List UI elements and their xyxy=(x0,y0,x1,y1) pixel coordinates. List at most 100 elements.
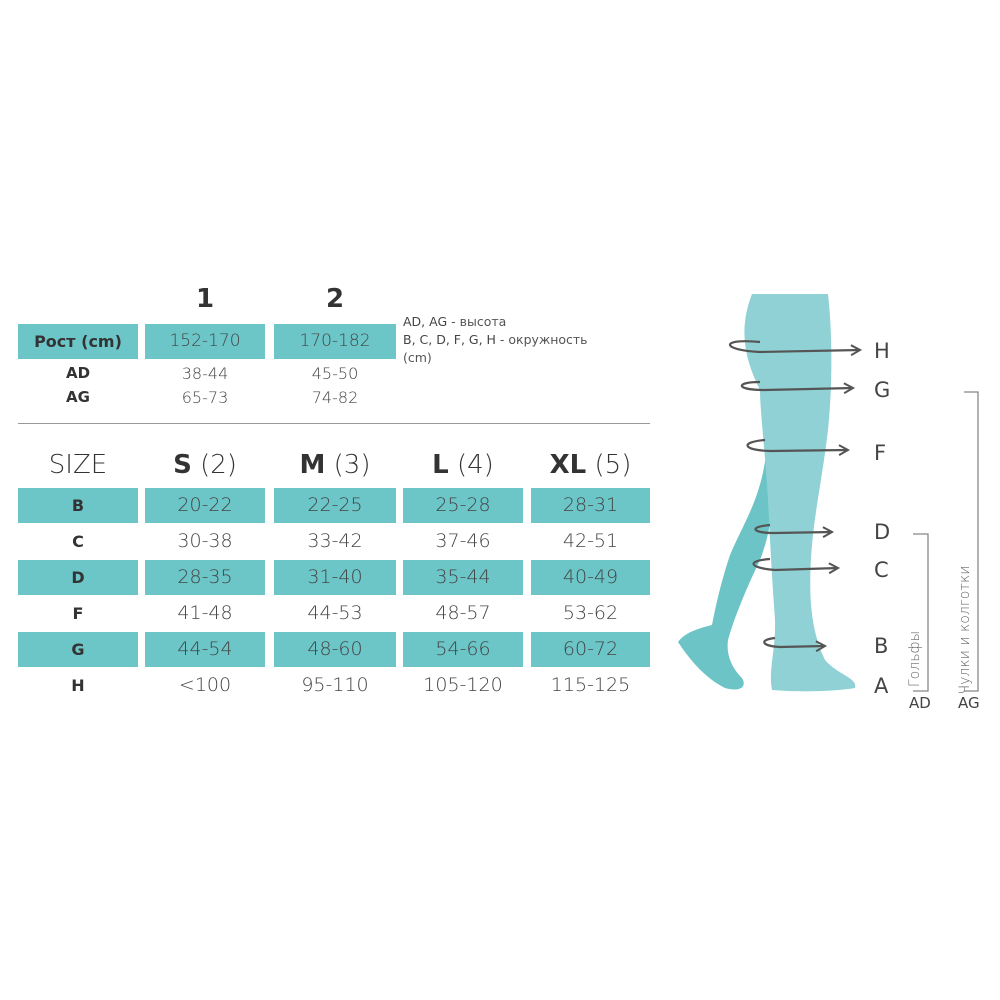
row-label-c: C xyxy=(72,532,84,551)
back-leg xyxy=(678,455,775,690)
size-value: 33-42 xyxy=(307,530,363,552)
size-name: XL xyxy=(549,450,587,480)
legend-line-height: AD, AG - высота xyxy=(403,313,588,331)
front-leg xyxy=(744,294,856,692)
ad-label: AD xyxy=(909,694,931,712)
row-label-box xyxy=(18,560,138,595)
height-label: Рост (cm) xyxy=(34,332,122,351)
arrow-g xyxy=(740,380,853,390)
arrow-d xyxy=(754,523,832,533)
size-name: S xyxy=(173,450,192,480)
row-label-b: B xyxy=(71,496,85,515)
value-box xyxy=(531,560,650,595)
point-label-a: A xyxy=(874,674,889,698)
size-value: 22-25 xyxy=(307,494,363,516)
value-box xyxy=(274,560,396,595)
row-label-d: D xyxy=(71,568,85,587)
size-number: (5) xyxy=(594,450,632,480)
arrow-f xyxy=(746,438,848,451)
size-value: 54-66 xyxy=(435,638,491,660)
ad-value: 38-44 xyxy=(181,364,229,383)
size-value: 28-35 xyxy=(177,566,233,588)
legend-keys: AD, AG xyxy=(403,314,448,329)
column-header-1: 1 xyxy=(195,284,215,314)
arrow-b xyxy=(763,636,825,647)
size-value: 48-60 xyxy=(307,638,363,660)
bracket-ag-label: Чулки и колготки xyxy=(957,565,973,695)
bracket-ad xyxy=(913,533,929,692)
size-header-xl: XL (5) xyxy=(531,450,650,480)
row-label-g: G xyxy=(71,640,85,659)
legend-line-circumference: B, C, D, F, G, H - окружность xyxy=(403,331,588,349)
row-label-ad: AD xyxy=(65,364,91,382)
size-name: M xyxy=(299,450,326,480)
size-value: 44-54 xyxy=(177,638,233,660)
legend-keys: B, C, D, F, G, H xyxy=(403,332,496,347)
size-number: (4) xyxy=(457,450,494,480)
point-label-b: B xyxy=(874,634,889,658)
size-value: 95-110 xyxy=(301,674,369,696)
height-value: 170-182 xyxy=(299,331,371,351)
point-label-h: H xyxy=(874,339,890,363)
row-label-box xyxy=(18,632,138,667)
value-box xyxy=(403,560,523,595)
legend-text: - окружность xyxy=(495,332,588,347)
size-value: 53-62 xyxy=(562,602,619,624)
value-box xyxy=(274,632,396,667)
point-label-f: F xyxy=(874,441,887,465)
measure-arrows xyxy=(728,340,860,647)
brackets xyxy=(913,391,979,692)
size-name: L xyxy=(432,450,449,480)
size-value: 42-51 xyxy=(562,530,619,552)
ag-label: AG xyxy=(958,694,980,712)
size-value: 20-22 xyxy=(177,494,233,516)
size-number: (3) xyxy=(333,450,371,480)
point-label-c: C xyxy=(874,558,889,582)
value-box xyxy=(531,488,650,523)
value-box xyxy=(145,560,265,595)
ag-value: 74-82 xyxy=(311,388,359,407)
value-box xyxy=(145,488,265,523)
point-label-d: D xyxy=(874,520,891,544)
size-number: (2) xyxy=(200,450,237,480)
size-header-s: S (2) xyxy=(145,450,265,480)
size-value: 41-48 xyxy=(177,602,233,624)
arrow-c xyxy=(752,557,838,570)
value-box xyxy=(274,488,396,523)
size-value: 60-72 xyxy=(562,638,619,660)
ag-value: 65-73 xyxy=(181,388,229,407)
value-box xyxy=(531,632,650,667)
bracket-ag xyxy=(964,391,979,692)
value-box xyxy=(403,632,523,667)
size-header-l: L (4) xyxy=(403,450,523,480)
divider xyxy=(18,423,650,424)
column-header-2: 2 xyxy=(325,284,345,314)
size-value: 37-46 xyxy=(435,530,491,552)
row-label-h: H xyxy=(71,676,85,695)
size-value: 35-44 xyxy=(435,566,491,588)
value-box xyxy=(145,632,265,667)
size-header-label: SIZE xyxy=(48,450,108,480)
height-label-box xyxy=(18,324,138,359)
size-value: 44-53 xyxy=(307,602,363,624)
legend-text: - высота xyxy=(447,314,507,329)
row-label-f: F xyxy=(72,604,84,623)
ad-value: 45-50 xyxy=(311,364,359,383)
size-value: 40-49 xyxy=(562,566,619,588)
height-cell-box xyxy=(274,324,396,359)
size-header-m: M (3) xyxy=(274,450,396,480)
point-label-g: G xyxy=(874,378,891,402)
size-value: 115-125 xyxy=(550,674,631,696)
row-label-box xyxy=(18,488,138,523)
size-value: 48-57 xyxy=(435,602,491,624)
size-value: 105-120 xyxy=(423,674,503,696)
height-cell-box xyxy=(145,324,265,359)
legend: AD, AG - высота B, C, D, F, G, H - окруж… xyxy=(403,313,588,367)
size-value: 31-40 xyxy=(307,566,363,588)
size-value: 25-28 xyxy=(435,494,491,516)
size-value: 28-31 xyxy=(562,494,619,516)
arrow-h xyxy=(728,340,860,352)
legend-unit: (cm) xyxy=(403,350,432,365)
value-box xyxy=(403,488,523,523)
